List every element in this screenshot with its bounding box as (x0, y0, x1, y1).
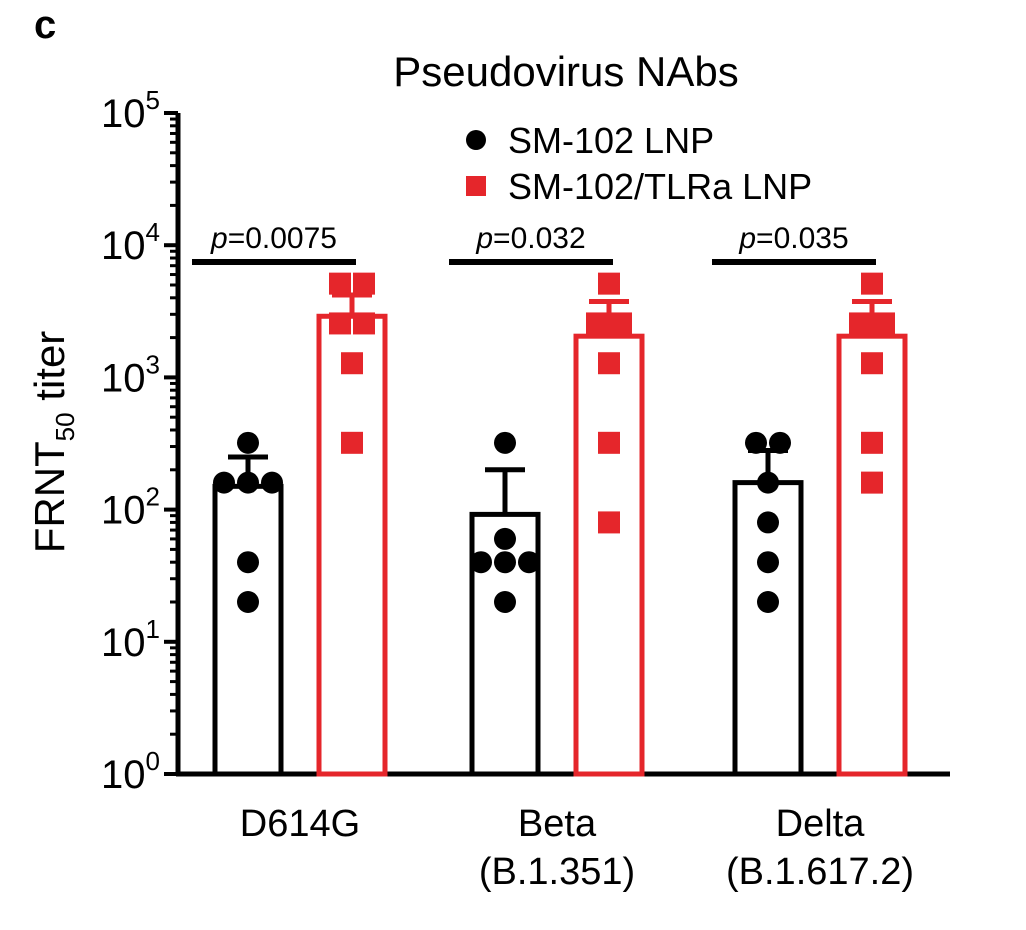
y-tick-label: 101 (101, 614, 160, 665)
data-point (261, 471, 283, 494)
data-point (353, 312, 375, 335)
x-tick-label: (B.1.351) (479, 851, 635, 893)
y-tick-label: 103 (101, 349, 160, 400)
p-value-label: p=0.032 (475, 222, 585, 255)
data-point (329, 272, 351, 295)
data-point (861, 471, 883, 494)
data-point (237, 551, 259, 574)
data-point (861, 272, 883, 295)
panel-label: c (34, 3, 56, 47)
data-point (353, 272, 375, 295)
y-tick-label: 102 (101, 482, 160, 533)
data-point (757, 511, 779, 534)
data-point (598, 272, 620, 295)
data-point (494, 551, 516, 574)
axes: 100 101 102 103 104 105 (101, 85, 950, 797)
data-point (213, 471, 235, 494)
data-point (769, 431, 791, 454)
x-tick-label: Delta (776, 803, 866, 845)
y-tick-label: 105 (101, 85, 160, 136)
data-point (849, 312, 871, 335)
bar (836, 333, 908, 777)
data-point (237, 431, 259, 454)
x-axis-labels: D614G Beta (B.1.351) Delta (B.1.617.2) (240, 803, 914, 893)
data-point (341, 431, 363, 454)
data-point (586, 312, 608, 335)
data-point (861, 431, 883, 454)
data-point (610, 312, 632, 335)
legend-marker (466, 130, 486, 150)
y-tick-label: 104 (101, 217, 160, 268)
data-point (494, 527, 516, 550)
bar (316, 313, 388, 777)
data-point (494, 591, 516, 614)
p-value-label: p=0.035 (738, 222, 848, 255)
data-point (237, 591, 259, 614)
data-point (494, 431, 516, 454)
data-point (518, 551, 540, 574)
legend-label: SM-102 LNP (508, 120, 714, 161)
data-point (598, 352, 620, 375)
chart-title: Pseudovirus NAbs (393, 48, 739, 95)
data-point (237, 471, 259, 494)
data-point (329, 312, 351, 335)
data-point (745, 431, 767, 454)
data-point (873, 312, 895, 335)
bar (212, 483, 284, 777)
bars (212, 313, 908, 777)
data-points (213, 272, 895, 614)
data-point (861, 352, 883, 375)
significance-annotations: p=0.0075 p=0.032 p=0.035 (192, 222, 876, 265)
data-point (470, 551, 492, 574)
data-point (598, 511, 620, 534)
legend-label: SM-102/TLRa LNP (508, 166, 812, 207)
bar (573, 333, 645, 777)
data-point (757, 591, 779, 614)
y-axis-title: FRNT50 titer (26, 331, 80, 554)
legend: SM-102 LNP SM-102/TLRa LNP (466, 120, 812, 207)
data-point (598, 431, 620, 454)
x-tick-label: D614G (240, 803, 360, 845)
y-tick-label: 100 (101, 746, 160, 797)
x-tick-label: (B.1.617.2) (726, 851, 914, 893)
legend-marker (466, 176, 486, 196)
data-point (757, 471, 779, 494)
p-value-label: p=0.0075 (210, 222, 337, 255)
data-point (341, 352, 363, 375)
x-tick-label: Beta (518, 803, 597, 845)
data-point (757, 551, 779, 574)
y-axis-label: FRNT50 titer (26, 331, 80, 554)
